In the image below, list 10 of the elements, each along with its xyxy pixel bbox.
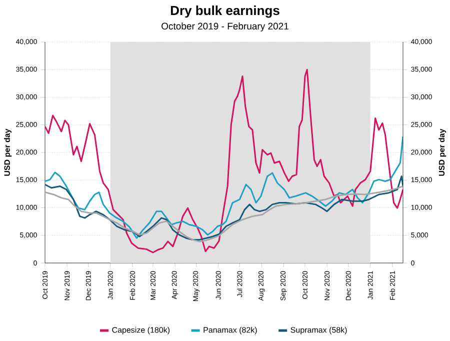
legend-label: Capesize (180k) [112, 326, 170, 334]
chart-title: Dry bulk earnings [170, 6, 280, 18]
y2-axis-title: USD per day [438, 128, 446, 176]
legend-label: Supramax (58k) [290, 326, 347, 334]
line-series [45, 176, 403, 241]
line-series [45, 185, 403, 242]
line-series [45, 68, 403, 254]
y-axis-title: USD per day [4, 128, 12, 176]
legend-label: Panamax (82k) [204, 326, 257, 334]
chart-subtitle: October 2019 - February 2021 [162, 22, 288, 32]
